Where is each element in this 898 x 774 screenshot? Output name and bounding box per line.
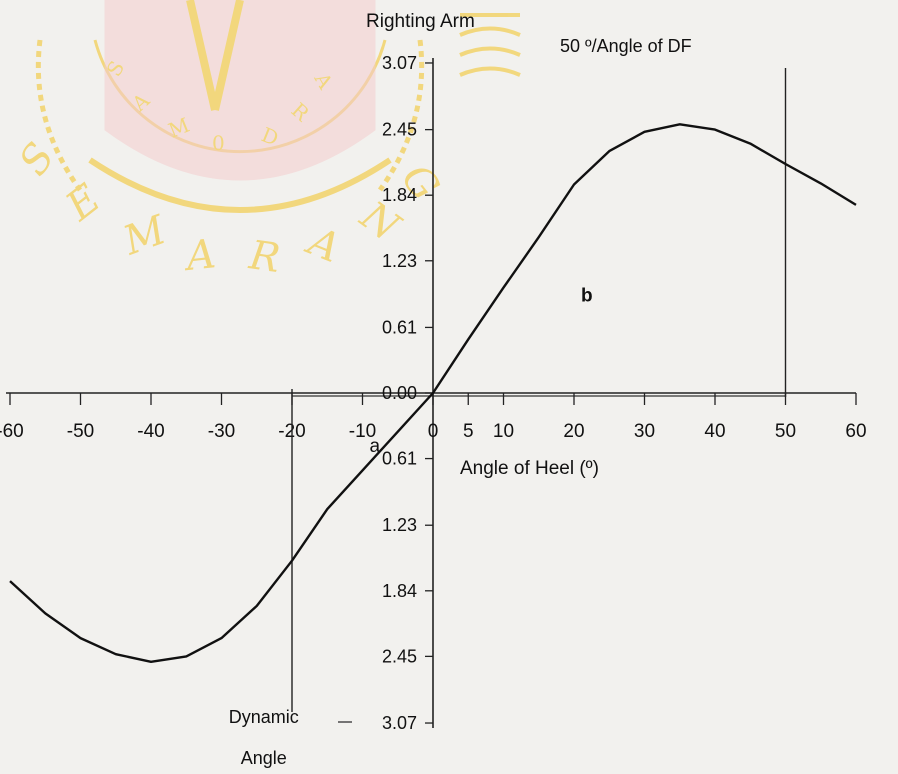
righting-arm-curve <box>9 123 857 663</box>
y-tick-label: 1.84 <box>382 185 417 205</box>
y-tick-label: 2.45 <box>382 120 417 140</box>
x-tick-label: 5 <box>463 421 474 442</box>
watermark-shield <box>104 0 376 181</box>
x-tick-label: 50 <box>775 421 796 442</box>
x-tick-label: 40 <box>704 421 725 442</box>
x-tick-label: 30 <box>634 421 655 442</box>
watermark-anchor-chain <box>186 0 244 111</box>
watermark-waves <box>459 13 521 77</box>
watermark-inner-digit: 0 <box>212 131 225 155</box>
annotation-dynamic-angle: Dynamic <box>229 707 299 727</box>
x-tick-label: -40 <box>137 421 164 442</box>
annotation-dynamic-angle: Angle <box>241 748 287 768</box>
chart-title: 50 º/Angle of DF <box>560 36 692 56</box>
watermark-wreath <box>35 39 425 192</box>
annotation-a: a <box>370 436 381 457</box>
x-tick-label: 60 <box>845 421 866 442</box>
x-axis-title: Angle of Heel (º) <box>460 458 599 479</box>
watermark-anchor-arm <box>88 157 392 213</box>
y-tick-label: 3.07 <box>382 53 417 73</box>
y-tick-label: 2.45 <box>382 646 417 666</box>
y-tick-label: 0.61 <box>382 317 417 337</box>
y-axis-title: Righting Arm <box>366 11 475 32</box>
x-tick-label: 10 <box>493 421 514 442</box>
x-tick-label: -30 <box>208 421 235 442</box>
y-tick-label: 0.61 <box>382 449 417 469</box>
y-tick-label: 1.23 <box>382 251 417 271</box>
x-tick-label: -50 <box>67 421 94 442</box>
watermark-letter: R <box>246 232 283 282</box>
y-tick-label: 0.00 <box>382 383 417 403</box>
x-tick-label: 0 <box>428 421 439 442</box>
y-tick-label: 3.07 <box>382 713 417 733</box>
annotation-b: b <box>581 286 593 307</box>
x-tick-label: -10 <box>349 421 376 442</box>
x-tick-label: 20 <box>563 421 584 442</box>
x-tick-label: -60 <box>0 421 24 442</box>
y-tick-label: 1.84 <box>382 581 417 601</box>
y-tick-label: 1.23 <box>382 515 417 535</box>
watermark-arc <box>93 39 387 154</box>
